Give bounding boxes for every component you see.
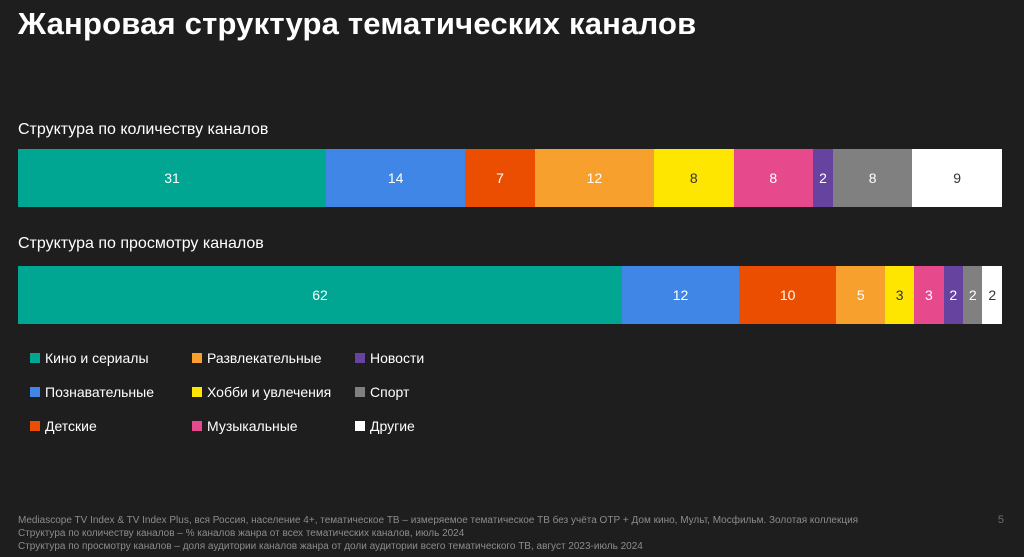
bar-segment: 8 xyxy=(733,149,814,207)
stacked-bar-count: 31 14 7 12 8 8 2 8 9 xyxy=(18,149,1002,207)
data-label: 2 xyxy=(949,287,958,303)
bar-segment: 12 xyxy=(622,266,739,324)
data-label: 8 xyxy=(689,170,698,186)
legend-label: Познавательные xyxy=(45,384,155,400)
section-label-count: Структура по количеству каналов xyxy=(18,121,269,138)
bar-segment: 2 xyxy=(982,266,1002,324)
data-label: 10 xyxy=(779,287,796,303)
data-label: 12 xyxy=(672,287,689,303)
bar-segment: 12 xyxy=(534,149,655,207)
bar-segment: 3 xyxy=(914,266,944,324)
data-label: 3 xyxy=(924,287,933,303)
legend-swatch xyxy=(30,353,40,363)
legend-label: Другие xyxy=(370,418,415,434)
bar-segment: 2 xyxy=(943,266,963,324)
legend-label: Хобби и увлечения xyxy=(207,384,332,400)
data-label: 8 xyxy=(769,170,778,186)
bar-segment: 62 xyxy=(18,266,623,324)
legend-label: Кино и сериалы xyxy=(45,350,149,366)
data-label: 2 xyxy=(968,287,977,303)
bar-segment: 14 xyxy=(326,149,466,207)
legend-item: Новости xyxy=(355,350,424,366)
bar-segment: 10 xyxy=(738,266,837,324)
footnote-line: Структура по просмотру каналов – доля ау… xyxy=(18,541,643,552)
data-label: 62 xyxy=(312,287,328,303)
data-label: 2 xyxy=(819,170,827,186)
legend-label: Развлекательные xyxy=(207,350,322,366)
stacked-bar-views: 62 12 10 5 3 3 2 2 2 xyxy=(18,266,1002,324)
legend-swatch xyxy=(355,421,365,431)
legend-item: Музыкальные xyxy=(192,418,298,434)
data-label: 14 xyxy=(387,170,404,186)
legend-swatch xyxy=(355,387,365,397)
legend-item: Познавательные xyxy=(30,384,154,400)
data-label: 8 xyxy=(868,170,877,186)
page-number: 5 xyxy=(997,514,1004,526)
legend-swatch xyxy=(192,353,202,363)
legend-label: Спорт xyxy=(370,384,410,400)
data-label: 5 xyxy=(856,287,865,303)
legend-item: Спорт xyxy=(355,384,409,400)
footnote: Mediascope TV Index & TV Index Plus, вся… xyxy=(18,514,858,553)
legend-item: Другие xyxy=(355,418,415,434)
bar-segment: 31 xyxy=(18,149,327,207)
legend-swatch xyxy=(30,387,40,397)
legend-swatch xyxy=(355,353,365,363)
data-label: 12 xyxy=(586,170,603,186)
legend-swatch xyxy=(192,387,202,397)
legend-item: Детские xyxy=(30,418,97,434)
section-label-views: Структура по просмотру каналов xyxy=(18,235,264,252)
legend-label: Музыкальные xyxy=(207,418,298,434)
bar-segment: 7 xyxy=(465,149,535,207)
legend-label: Новости xyxy=(370,350,425,366)
bar-segment: 8 xyxy=(832,149,913,207)
bar-segment: 8 xyxy=(654,149,734,207)
bar-segment: 5 xyxy=(836,266,886,324)
legend-swatch xyxy=(30,421,40,431)
data-label: 3 xyxy=(895,287,904,303)
bar-segment: 3 xyxy=(885,266,915,324)
footnote-line: Mediascope TV Index & TV Index Plus, вся… xyxy=(18,515,859,526)
legend-item: Хобби и увлечения xyxy=(192,384,331,400)
data-label: 31 xyxy=(164,170,180,186)
bar-segment: 2 xyxy=(813,149,833,207)
bar-segment: 9 xyxy=(912,149,1002,207)
footnote-line: Структура по количеству каналов – % кана… xyxy=(18,528,465,539)
legend-swatch xyxy=(192,421,202,431)
data-label: 9 xyxy=(953,170,962,186)
legend-item: Кино и сериалы xyxy=(30,350,149,366)
page-title: Жанровая структура тематических каналов xyxy=(18,6,697,41)
bar-segment: 2 xyxy=(962,266,983,324)
data-label: 2 xyxy=(988,287,997,303)
data-label: 7 xyxy=(496,170,504,186)
legend-label: Детские xyxy=(45,418,97,434)
legend-item: Развлекательные xyxy=(192,350,322,366)
